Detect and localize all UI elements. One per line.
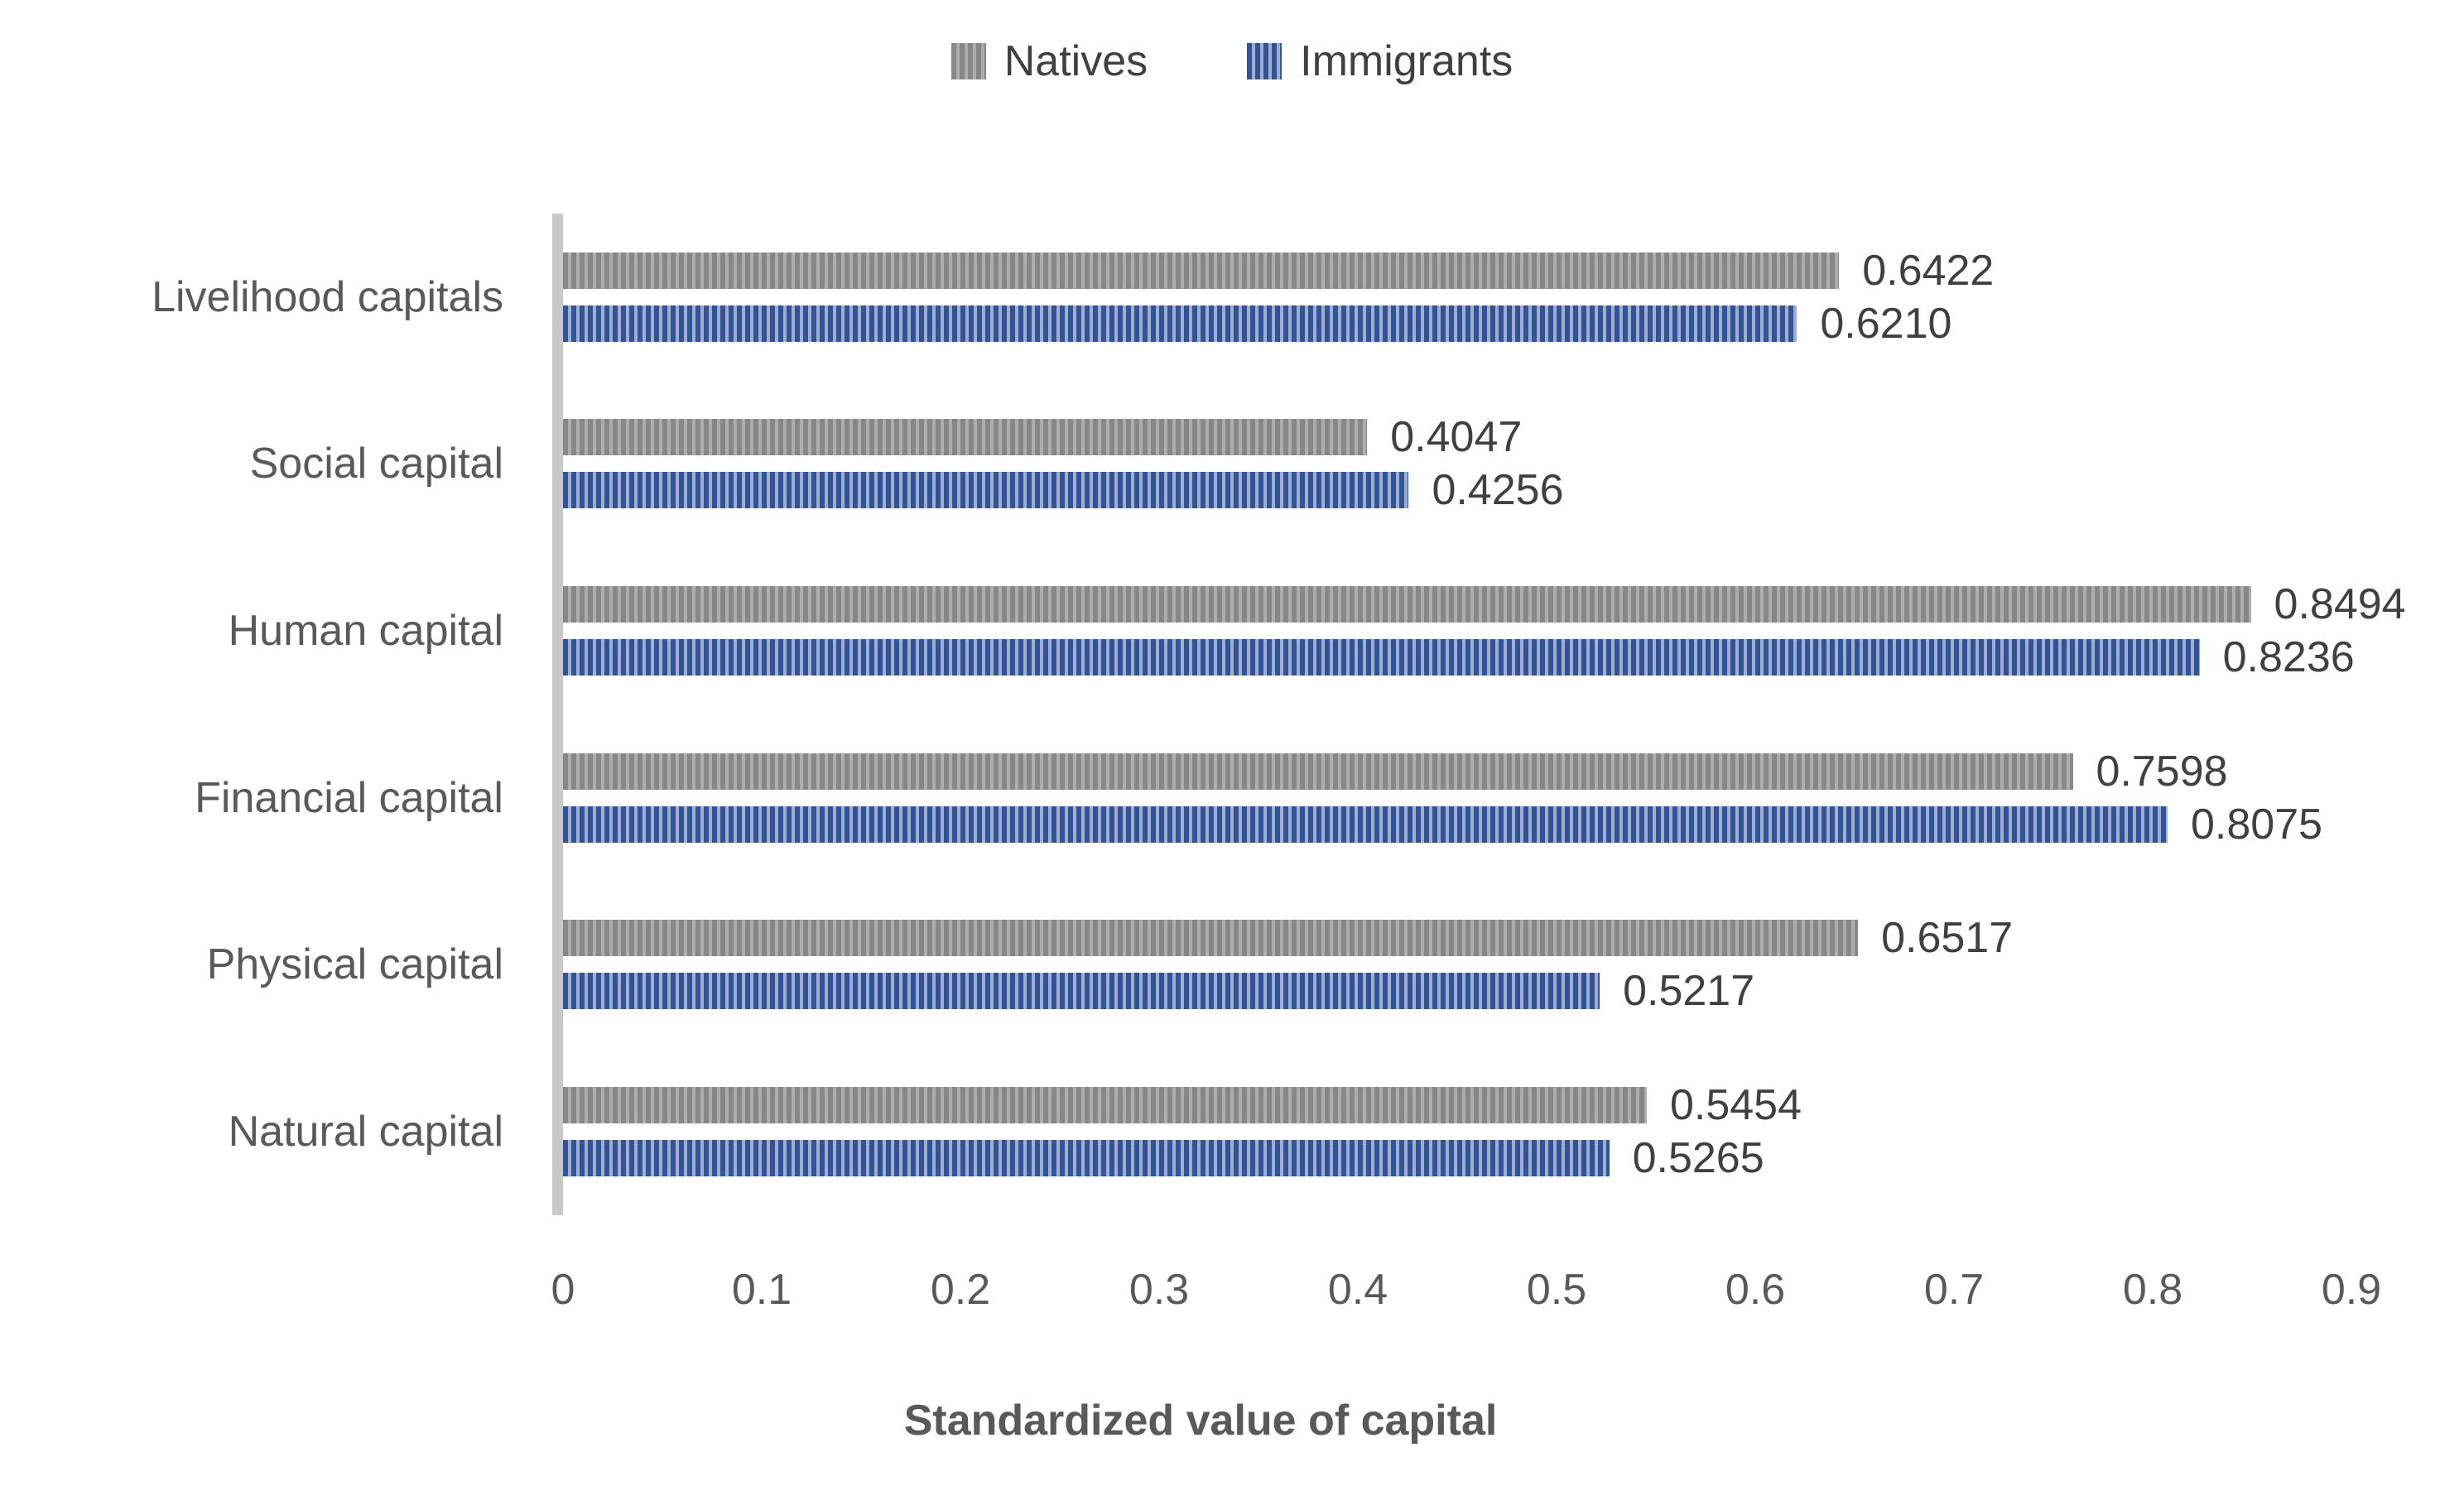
legend-item-immigrants: Immigrants bbox=[1247, 40, 1513, 83]
category-label-row: Natural capital bbox=[0, 1048, 503, 1215]
bar-natives: 0.7598 bbox=[563, 750, 2228, 793]
bar-group: 0.4047 0.4256 bbox=[563, 381, 2351, 548]
value-label: 0.5217 bbox=[1623, 967, 1755, 1016]
value-label: 0.5454 bbox=[1669, 1081, 1802, 1130]
plot-area: 0.6422 0.6210 0.4047 0.4256 0.8494 0.8236 0.75… bbox=[551, 214, 2406, 1314]
legend-label: Immigrants bbox=[1300, 37, 1514, 85]
value-label: 0.4047 bbox=[1390, 413, 1523, 462]
bar-immigrants: 0.8075 bbox=[563, 803, 2322, 846]
bar-natives: 0.6422 bbox=[563, 249, 1994, 292]
category-label: Livelihood capitals bbox=[152, 272, 503, 321]
x-tick-label: 0.4 bbox=[1327, 1266, 1388, 1314]
bar-group: 0.6422 0.6210 bbox=[563, 214, 2351, 381]
x-tick-label: 0.8 bbox=[2122, 1266, 2183, 1314]
category-axis-line bbox=[552, 214, 563, 1215]
x-tick-label: 0.2 bbox=[930, 1266, 991, 1314]
value-label: 0.8236 bbox=[2222, 633, 2355, 682]
bar-immigrants: 0.5217 bbox=[563, 969, 1754, 1012]
category-label: Human capital bbox=[228, 607, 503, 656]
category-label: Physical capital bbox=[206, 940, 503, 989]
x-tick-label: 0.9 bbox=[2321, 1266, 2382, 1314]
category-label: Social capital bbox=[249, 440, 503, 488]
bar-rows: 0.6422 0.6210 0.4047 0.4256 0.8494 0.8236 0.75… bbox=[563, 214, 2406, 1215]
x-tick-label: 0 bbox=[551, 1266, 575, 1314]
legend-item-natives: Natives bbox=[950, 37, 1148, 85]
natives-swatch-icon bbox=[950, 43, 986, 79]
immigrants-swatch-icon bbox=[1247, 43, 1283, 79]
bar-group: 0.5454 0.5265 bbox=[563, 1048, 2351, 1215]
x-tick-label: 0.7 bbox=[1923, 1266, 1985, 1314]
x-axis-title: Standardized value of capital bbox=[903, 1397, 1498, 1445]
legend-label: Natives bbox=[1003, 37, 1148, 85]
bar-immigrants: 0.8236 bbox=[563, 636, 2355, 679]
x-tick-label: 0.1 bbox=[731, 1266, 792, 1314]
legend: Natives Immigrants bbox=[0, 40, 2464, 83]
x-tick-label: 0.6 bbox=[1725, 1266, 1786, 1314]
bar-natives: 0.4047 bbox=[563, 416, 1522, 459]
value-axis-ticks: 0 0.1 0.2 0.3 0.4 0.5 0.6 0.7 0.8 0.9 bbox=[551, 1265, 2382, 1315]
value-label: 0.6210 bbox=[1820, 299, 1952, 348]
bar-immigrants: 0.6210 bbox=[563, 302, 1951, 345]
x-tick-label: 0.3 bbox=[1129, 1266, 1190, 1314]
category-label-row: Physical capital bbox=[0, 882, 503, 1049]
bar-group: 0.6517 0.5217 bbox=[563, 882, 2351, 1049]
bar-immigrants: 0.4256 bbox=[563, 469, 1563, 512]
category-label-row: Livelihood capitals bbox=[0, 214, 503, 381]
value-label: 0.8075 bbox=[2191, 800, 2323, 849]
value-label: 0.7598 bbox=[2096, 747, 2228, 796]
bar-natives: 0.8494 bbox=[563, 583, 2406, 626]
category-label-row: Social capital bbox=[0, 381, 503, 548]
category-axis-labels: Livelihood capitals Social capital Human c… bbox=[0, 214, 503, 1215]
bar-group: 0.7598 0.8075 bbox=[563, 714, 2351, 882]
value-label: 0.5265 bbox=[1632, 1134, 1764, 1183]
value-label: 0.4256 bbox=[1432, 466, 1564, 515]
category-label-row: Human capital bbox=[0, 547, 503, 714]
category-label: Natural capital bbox=[228, 1108, 503, 1157]
value-label: 0.8494 bbox=[2274, 580, 2406, 629]
bar-natives: 0.5454 bbox=[563, 1084, 1802, 1127]
bar-natives: 0.6517 bbox=[563, 916, 2013, 959]
x-tick-label: 0.5 bbox=[1526, 1266, 1587, 1314]
category-label-row: Financial capital bbox=[0, 714, 503, 882]
bar-immigrants: 0.5265 bbox=[563, 1137, 1764, 1180]
value-label: 0.6517 bbox=[1881, 914, 2014, 963]
value-label: 0.6422 bbox=[1862, 246, 1995, 295]
category-label: Financial capital bbox=[195, 773, 503, 822]
bar-group: 0.8494 0.8236 bbox=[563, 547, 2406, 714]
